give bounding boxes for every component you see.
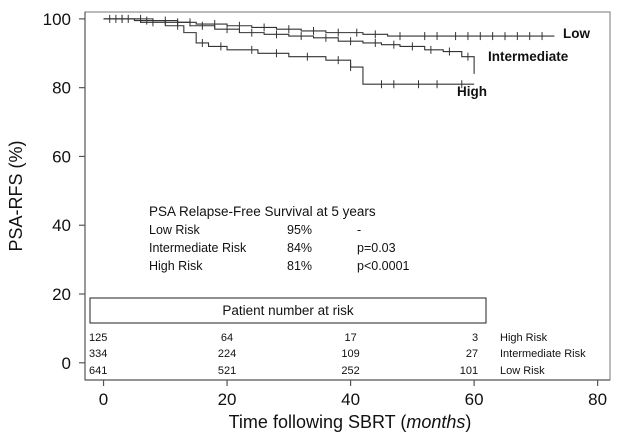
- y-tick-label: 20: [52, 285, 71, 304]
- x-axis-title-units: months: [406, 412, 465, 432]
- y-tick-label: 80: [52, 79, 71, 98]
- y-tick-label: 40: [52, 216, 71, 235]
- summary-row-intermediate-group: Intermediate Risk: [149, 241, 247, 255]
- at-risk-count: 27: [466, 348, 478, 360]
- x-tick-label: 20: [218, 390, 237, 409]
- at-risk-row-label: Intermediate Risk: [500, 348, 586, 360]
- x-tick-label: 40: [341, 390, 360, 409]
- summary-row-high-rate: 81%: [287, 259, 312, 273]
- x-tick-label: 0: [99, 390, 108, 409]
- summary-row-low-rate: 95%: [287, 223, 312, 237]
- at-risk-count: 252: [341, 365, 359, 377]
- x-axis-title: Time following SBRT (months): [229, 412, 472, 432]
- curve-low: [103, 18, 555, 37]
- summary-row-low-p: -: [357, 223, 361, 237]
- plot-frame: [84, 11, 611, 381]
- at-risk-table: Patient number at risk 125 64 17 3 High Risk…: [89, 297, 586, 377]
- at-risk-rows: 125 64 17 3 High Risk 334 224 109 27 Intermediate…: [89, 332, 586, 377]
- at-risk-row-label: Low Risk: [500, 365, 545, 377]
- y-tick-label: 60: [52, 147, 71, 166]
- curve-intermediate: [103, 18, 475, 74]
- at-risk-count: 334: [89, 348, 107, 360]
- at-risk-count: 3: [472, 332, 478, 344]
- summary-row-high-p: p<0.0001: [357, 259, 410, 273]
- curve-label-intermediate: Intermediate: [488, 49, 569, 64]
- y-tick-label: 100: [43, 10, 71, 29]
- x-axis-title-close: ): [465, 412, 471, 432]
- curve-label-high: High: [457, 84, 487, 99]
- summary-row-high-group: High Risk: [149, 259, 203, 273]
- summary-title: PSA Relapse-Free Survival at 5 years: [149, 204, 376, 219]
- survival-curves: [103, 14, 555, 89]
- x-tick-label: 60: [465, 390, 484, 409]
- x-axis-ticks: 0 20 40 60 80: [99, 380, 607, 409]
- at-risk-count: 125: [89, 332, 107, 344]
- at-risk-count: 224: [218, 348, 236, 360]
- at-risk-count: 641: [89, 365, 107, 377]
- at-risk-title: Patient number at risk: [222, 303, 354, 318]
- at-risk-count: 64: [221, 332, 233, 344]
- curve-labels: Low Intermediate High: [457, 26, 590, 99]
- curve-high: [103, 18, 475, 85]
- at-risk-count: 521: [218, 365, 236, 377]
- y-axis-title: PSA-RFS (%): [6, 140, 26, 251]
- y-axis-ticks: 0 20 40 60 80 100: [43, 10, 85, 373]
- at-risk-count: 17: [344, 332, 356, 344]
- y-tick-label: 0: [62, 354, 71, 373]
- at-risk-count: 101: [460, 365, 478, 377]
- at-risk-row-label: High Risk: [500, 332, 548, 344]
- x-axis-title-text: Time following SBRT (: [229, 412, 407, 432]
- at-risk-title-box: [89, 297, 487, 324]
- at-risk-count: 109: [341, 348, 359, 360]
- summary-table: PSA Relapse-Free Survival at 5 years Low…: [149, 204, 410, 273]
- summary-row-intermediate-p: p=0.03: [357, 241, 396, 255]
- summary-row-low-group: Low Risk: [149, 223, 200, 237]
- summary-row-intermediate-rate: 84%: [287, 241, 312, 255]
- curve-label-low: Low: [563, 26, 590, 41]
- x-tick-label: 80: [588, 390, 607, 409]
